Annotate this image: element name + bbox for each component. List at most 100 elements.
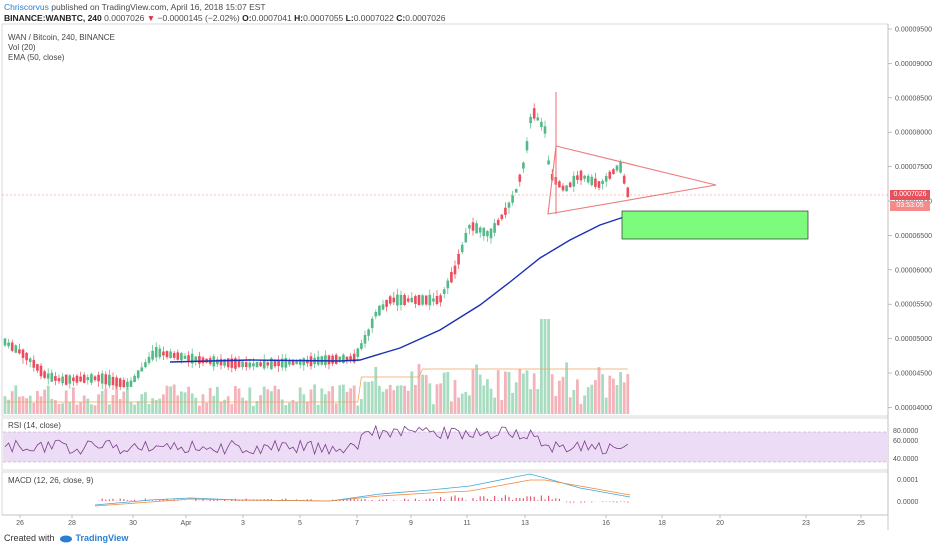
volume-bar [320,388,324,414]
candle-body [604,176,608,182]
candle-body [626,187,630,198]
volume-bar [417,363,421,414]
candle-body [392,297,396,303]
target-zone[interactable] [621,210,809,240]
volume-bar [471,369,475,414]
volume-bar [601,374,604,414]
candle-body [439,295,442,303]
volume-bar [457,397,460,414]
macd-hist-bar [108,499,110,501]
volume-bar [316,404,320,414]
rsi-tick-40: 40.0000 [893,456,918,463]
candle-body [453,265,457,275]
volume-bar [216,386,219,414]
volume-bar [90,404,93,414]
candle-body [345,356,349,361]
candle-body [32,359,36,368]
tradingview-logo[interactable]: TradingView [59,533,128,543]
macd-hist-bar [306,499,308,501]
chart-legend: WAN / Bitcoin, 240, BINANCE Vol (20) EMA… [8,33,115,63]
volume-bar [46,385,50,414]
volume-bar [410,371,414,414]
volume-bar [122,391,126,414]
candle-body [514,189,518,193]
price-tick-label: 0.00008000 [895,130,932,137]
price-tick-label: 0.00005000 [895,336,932,343]
candle-body [619,161,622,173]
macd-hist-bar [346,498,348,501]
candle-body [104,374,108,385]
candle-body [273,360,277,367]
price-tick-label: 0.00007500 [895,164,932,171]
candle-body [561,185,565,191]
candle-body [108,374,111,386]
candle-body [432,298,435,302]
candle-body [352,353,356,363]
candle-body [356,348,360,357]
close-value: 0.0007026 [405,13,446,23]
low-value: 0.0007022 [353,13,394,23]
volume-bar [518,368,522,414]
candle-body [468,225,471,229]
macd-hist-bar [371,499,373,501]
macd-hist-bar [209,499,211,501]
volume-bar [453,380,457,414]
candle-body [428,294,432,306]
rsi-band [3,432,888,462]
volume-bar [608,375,612,414]
candle-body [28,358,32,363]
open-value: 0.0007041 [251,13,292,23]
macd-hist-bar [490,499,492,501]
time-tick-label: Apr [181,520,193,527]
volume-bar [223,399,226,414]
candle-body [288,360,291,365]
volume-bar [399,385,403,414]
macd-hist-bar [627,501,629,503]
candle-body [64,374,68,385]
macd-hist-bar [360,499,362,501]
volume-bar [529,389,532,414]
macd-hist-bar [425,499,427,501]
cloud-icon [59,535,72,542]
volume-bar [388,384,392,414]
candle-body [529,116,532,124]
candle-body [417,294,421,306]
candle-body [198,356,201,364]
price-tick-label: 0.00009500 [895,27,932,34]
candle-body [82,374,86,383]
volume-bar [234,386,237,414]
volume-bar [352,385,356,414]
volume-bar [356,405,360,414]
macd-hist-bar [177,500,179,501]
candle-body [144,362,147,368]
volume-bar [550,374,554,414]
volume-bar [10,391,14,414]
volume-bar [198,405,201,414]
volume-bar [302,394,306,414]
volume-bar [208,388,212,414]
macd-hist-bar [515,498,517,501]
price-tick-label: 0.00005500 [895,302,932,309]
volume-bar [424,375,428,414]
volume-bar [349,388,352,414]
volume-bar [255,401,259,414]
macd-hist-bar [591,501,593,503]
candle-body [298,359,302,365]
candle-body [612,169,615,175]
price-axis: 0.00009500 0.00009000 0.00008500 0.00008000… [888,27,932,412]
triangle-pattern[interactable] [547,145,717,215]
volume-bar [500,400,504,414]
volume-bar [334,403,338,414]
volume-bar [306,401,309,414]
rsi-tick-80: 80.0000 [893,428,918,435]
time-tick-label: 16 [602,520,610,527]
volume-bar [612,378,615,414]
rsi-tick-60: 60.0000 [893,438,918,445]
time-tick-label: 18 [658,520,666,527]
candle-body [572,175,576,187]
volume-bar [288,402,291,414]
time-tick-label: 3 [241,520,245,527]
macd-hist-bar [497,500,499,501]
author-link[interactable]: Chriscorvus [4,2,49,12]
